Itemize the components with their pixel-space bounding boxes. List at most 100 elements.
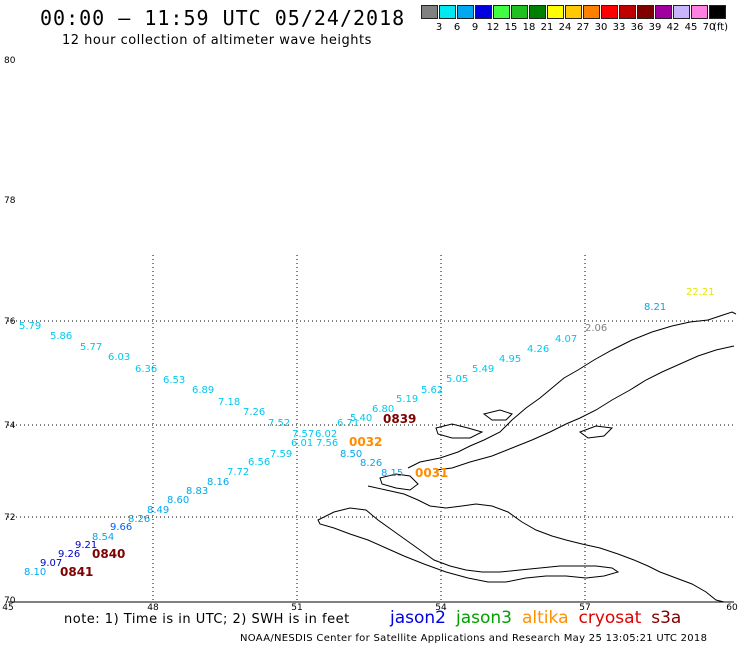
lat-label: 72 [4,513,15,523]
swh-value: 6.71 [337,418,359,429]
lon-label: 60 [726,603,738,613]
swh-value: 7.59 [270,449,292,460]
swh-value: 6.02 [315,429,337,440]
legend-label: 6 [453,22,461,33]
latitude-labels: 80 78 76 74 72 70 [4,56,16,606]
satellite-name: altika [522,608,569,628]
swh-value: 9.21 [75,540,97,551]
lon-label: 48 [147,603,159,613]
chart-title: 00:00 – 11:59 UTC 05/24/2018 [40,6,406,30]
lon-label: 54 [435,603,447,613]
swh-value: 9.66 [110,522,132,533]
legend-swatch [673,5,690,19]
chart-subtitle: 12 hour collection of altimeter wave hei… [62,33,372,48]
legend-label: 18 [522,22,536,33]
legend-swatch [565,5,582,19]
lon-label: 51 [291,603,302,613]
legend-swatch [583,5,600,19]
satellite-name: s3a [651,608,682,628]
lat-label: 70 [4,596,16,606]
swh-value: 4.95 [499,354,521,365]
pass-time: 0841 [60,565,93,579]
lon-label: 45 [2,603,13,613]
lat-label: 78 [4,196,16,206]
swh-value: 5.05 [446,374,468,385]
swh-value: 8.16 [207,477,229,488]
swh-value: 8.50 [340,449,362,460]
legend-swatch [475,5,492,19]
lat-label: 80 [4,56,16,66]
swh-value: 8.26 [360,458,382,469]
swh-value: 6.89 [192,385,214,396]
legend-swatch [421,5,438,19]
swh-value: 22.21 [686,287,715,298]
swh-value: 8.15 [381,468,403,479]
swh-value: 7.18 [218,397,240,408]
lat-label: 76 [4,317,16,327]
legend-label: 42 [666,22,680,33]
legend-label: 30 [594,22,608,33]
legend-swatch [637,5,654,19]
footnote: note: 1) Time is in UTC; 2) SWH is in fe… [64,612,350,627]
legend-label: 39 [648,22,662,33]
legend-label: 3 [435,22,443,33]
swh-value: 8.54 [92,532,114,543]
swh-value: 5.77 [80,342,102,353]
legend-swatch [439,5,456,19]
swh-value: 6.53 [163,375,185,386]
swh-value: 8.83 [186,486,208,497]
swh-value: 7.56 [316,438,338,449]
swh-value: 8.26 [128,514,150,525]
legend-swatch [709,5,726,19]
legend-label: 70 [702,22,716,33]
swh-value: 7.26 [243,407,265,418]
legend-swatch [529,5,546,19]
legend-swatch [619,5,636,19]
legend-label: 15 [504,22,518,33]
swh-value: 4.07 [555,334,577,345]
legend-swatch [493,5,510,19]
swh-value: 6.01 [291,438,313,449]
satellite-name: jason2 [390,608,446,628]
graticule [8,255,733,602]
legend-swatch [511,5,528,19]
legend-swatch [655,5,672,19]
legend-label: 36 [630,22,644,33]
swh-value: 6.80 [372,404,394,415]
swh-labels: 5.79 5.86 5.77 6.03 6.36 6.53 6.89 7.187.267.52… [19,287,715,578]
swh-value: 7.52 [268,418,290,429]
satellite-name: jason3 [456,608,512,628]
swh-value: 6.56 [248,457,270,468]
pass-time: 0840 [92,547,125,561]
legend-label: 24 [558,22,572,33]
satellite-name: cryosat [578,608,642,628]
swh-value: 8.10 [24,567,46,578]
swh-value: 7.57 [292,429,314,440]
swh-value: 5.62 [421,385,443,396]
pass-time: 0839 [383,412,416,426]
legend-swatch [547,5,564,19]
pass-time: 0031 [415,466,448,480]
legend-label: 27 [576,22,590,33]
legend-unit: (ft) [713,22,729,33]
lon-label: 57 [579,603,590,613]
swh-value: 5.40 [350,413,372,424]
novaya-zemlya-coastline [317,311,737,603]
swh-value: 4.26 [527,344,549,355]
satellite-legend: jason2 jason3 altika cryosat s3a [390,608,691,628]
swh-value: 6.03 [108,352,130,363]
swh-value: 5.86 [50,331,72,342]
swh-value: 6.36 [135,364,157,375]
legend-swatch [457,5,474,19]
legend-label: 21 [540,22,554,33]
swh-value: 8.49 [147,505,169,516]
swh-value: 8.21 [644,302,666,313]
legend-swatch [691,5,708,19]
credit-line: NOAA/NESDIS Center for Satellite Applica… [240,633,708,644]
swh-value: 8.60 [167,495,189,506]
swh-value: 5.19 [396,394,418,405]
swh-value: 9.26 [58,549,80,560]
swh-value: 9.07 [40,558,62,569]
legend-label: 12 [486,22,500,33]
